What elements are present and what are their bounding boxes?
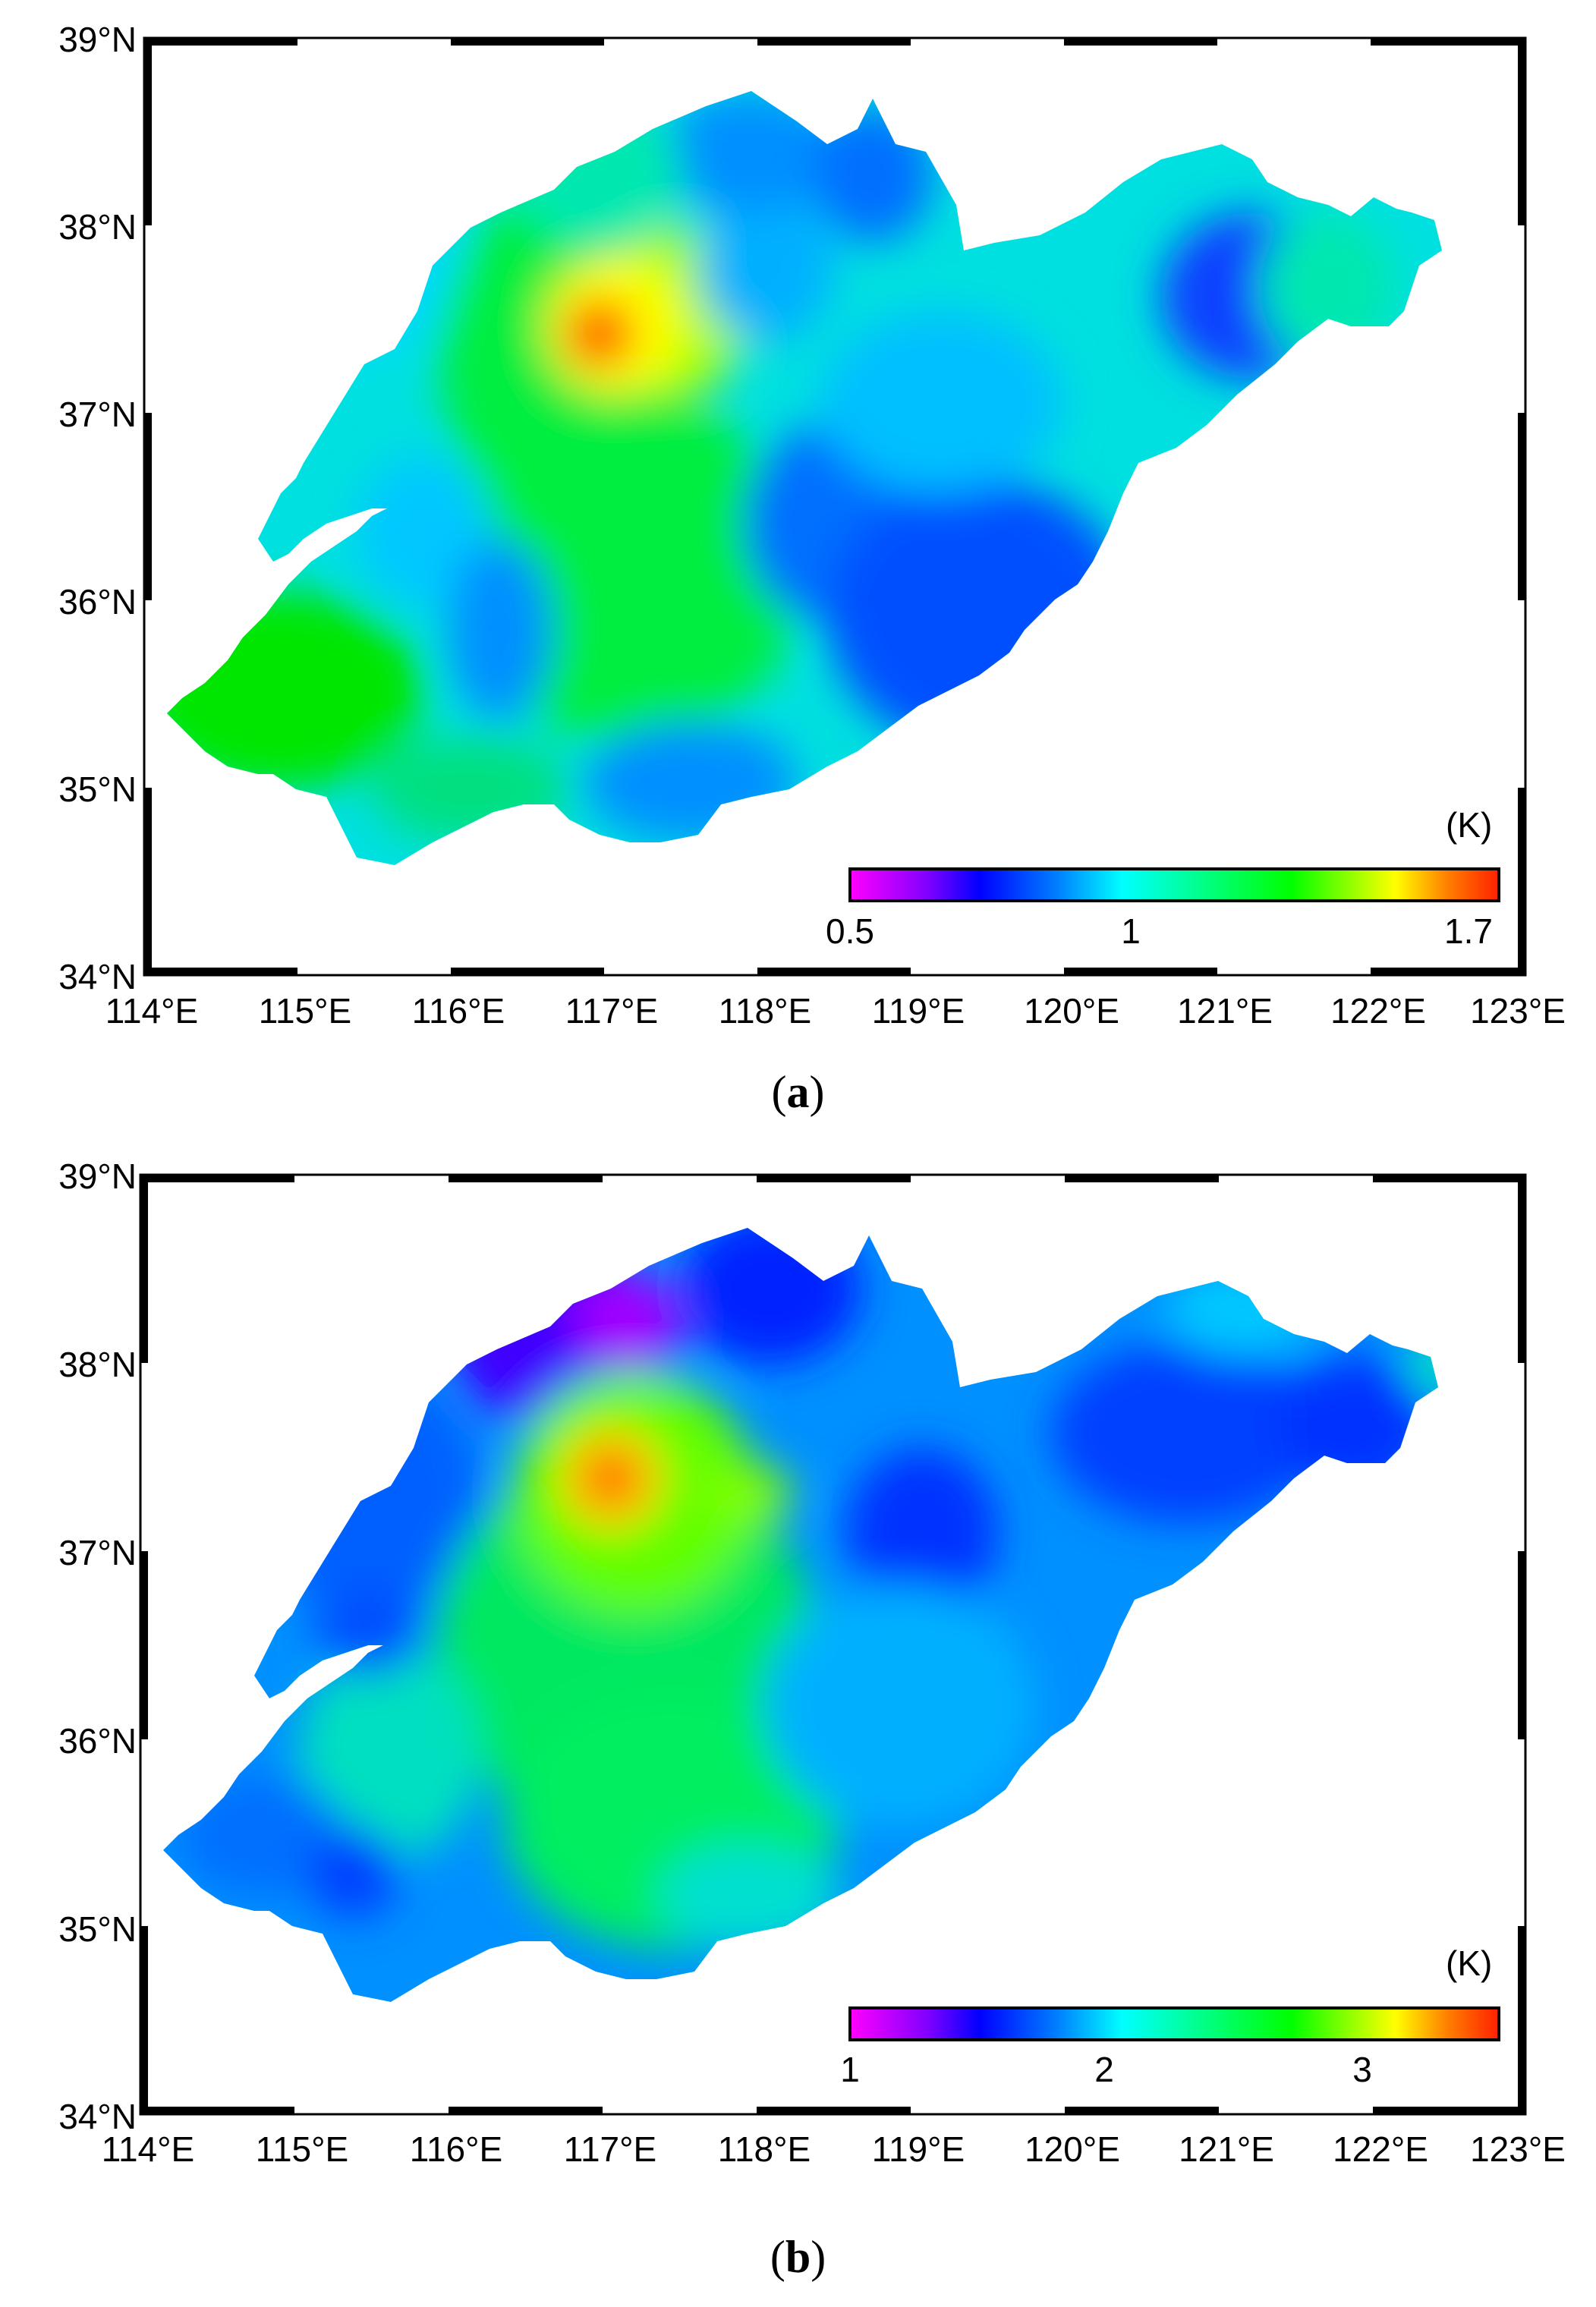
colorbar-tick-a-0: 0.5 <box>826 911 874 951</box>
map-field-b <box>163 1228 1438 2002</box>
lon-label-b-119: 119°E <box>871 2129 965 2169</box>
lon-label-a-117: 117°E <box>565 991 659 1031</box>
map-frame-b: (K) 1 2 3 <box>139 1173 1527 2116</box>
lat-label-b-38: 38°N <box>58 1345 137 1384</box>
panel-a: (K) 0.5 1 1.7 39°N 38°N 37°N 36°N 35°N 3… <box>0 0 1596 1138</box>
map-svg-b <box>139 1173 1527 2116</box>
lon-label-a-119: 119°E <box>871 991 965 1031</box>
lon-label-a-121: 121°E <box>1177 991 1273 1031</box>
panel-b: (K) 1 2 3 39°N 38°N 37°N 36°N 35°N 34°N … <box>0 1138 1596 2307</box>
lat-label-a-37: 37°N <box>58 395 137 434</box>
lon-label-a-118: 118°E <box>718 991 812 1031</box>
lon-label-b-122: 122°E <box>1333 2129 1428 2169</box>
lat-label-a-35: 35°N <box>58 770 137 809</box>
map-frame-a: (K) 0.5 1 1.7 <box>143 36 1527 977</box>
colorbar-unit-b: (K) <box>1446 1943 1493 1983</box>
frame-ticks-b <box>140 1175 1525 2114</box>
colorbar-tick-b-2: 3 <box>1352 2050 1372 2089</box>
map-svg-a <box>143 36 1527 977</box>
lat-label-a-39: 39°N <box>58 20 137 59</box>
panel-caption-b: (b) <box>770 2232 826 2282</box>
colorbar-tick-a-1: 1 <box>1121 911 1141 951</box>
lat-label-b-34: 34°N <box>58 2097 137 2136</box>
lat-label-a-36: 36°N <box>58 582 137 622</box>
lon-label-b-116: 116°E <box>409 2129 503 2169</box>
panel-caption-a: (a) <box>771 1067 825 1117</box>
colorbar-unit-a: (K) <box>1446 805 1493 845</box>
lat-label-b-36: 36°N <box>58 1721 137 1761</box>
colorbar-tick-b-0: 1 <box>840 2050 860 2089</box>
lon-label-b-114: 114°E <box>101 2129 195 2169</box>
lon-label-b-121: 121°E <box>1179 2129 1274 2169</box>
lon-label-b-117: 117°E <box>563 2129 657 2169</box>
lat-label-a-38: 38°N <box>58 207 137 247</box>
colorbar-b <box>848 2006 1500 2041</box>
lon-label-a-115: 115°E <box>258 991 352 1031</box>
lat-label-b-39: 39°N <box>58 1157 137 1196</box>
lon-label-b-120: 120°E <box>1025 2129 1120 2169</box>
lon-label-b-115: 115°E <box>255 2129 349 2169</box>
lon-label-b-123: 123°E <box>1470 2129 1566 2169</box>
lat-label-a-34: 34°N <box>58 957 137 996</box>
lon-label-a-114: 114°E <box>105 991 199 1031</box>
frame-ticks-a <box>144 38 1525 975</box>
lat-label-b-37: 37°N <box>58 1533 137 1572</box>
map-field-a <box>167 91 1442 865</box>
lon-label-a-122: 122°E <box>1330 991 1426 1031</box>
lon-label-a-120: 120°E <box>1024 991 1119 1031</box>
lat-label-b-35: 35°N <box>58 1909 137 1949</box>
lon-label-a-116: 116°E <box>411 991 505 1031</box>
lon-label-b-118: 118°E <box>717 2129 811 2169</box>
colorbar-tick-a-2: 1.7 <box>1444 911 1493 951</box>
lon-label-a-123: 123°E <box>1470 991 1566 1031</box>
colorbar-a <box>848 867 1500 902</box>
colorbar-tick-b-1: 2 <box>1094 2050 1114 2089</box>
